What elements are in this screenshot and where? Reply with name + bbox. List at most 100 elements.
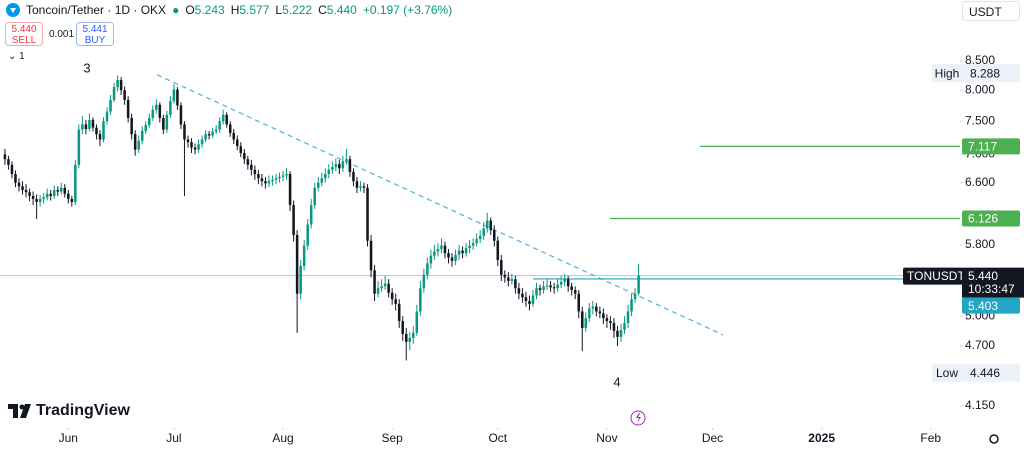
x-tick-label: Dec — [702, 431, 723, 445]
candle-body — [292, 205, 295, 235]
candle-body — [31, 195, 35, 199]
candle-body — [246, 159, 250, 165]
candle-body — [334, 164, 338, 167]
candle-body — [10, 164, 14, 175]
candle-body — [591, 306, 595, 309]
candle-body — [232, 132, 236, 140]
candle-body — [566, 279, 570, 287]
candle-body — [183, 124, 186, 140]
candle-body — [158, 104, 162, 118]
candle-body — [116, 80, 119, 88]
ohlc-value: 5.577 — [239, 3, 270, 17]
candle-body — [348, 159, 352, 172]
candle-body — [500, 259, 503, 275]
candle-body — [397, 303, 401, 322]
sell-price: 5.440 — [11, 24, 37, 35]
candle-body — [535, 288, 538, 296]
candle-body — [422, 274, 426, 289]
candle-body — [28, 192, 31, 196]
candle-body — [228, 124, 232, 133]
candle-body — [98, 134, 102, 140]
candle-body — [250, 164, 253, 170]
buy-label: BUY — [84, 35, 106, 46]
candle-body — [426, 263, 429, 275]
candle-body — [239, 146, 243, 154]
candle-body — [24, 190, 28, 193]
trendline — [156, 74, 724, 336]
high-title: High — [935, 66, 960, 80]
candle-body — [457, 250, 461, 255]
ohlc-item: H5.577 — [231, 3, 270, 17]
indicators-toggle[interactable]: ⌄ 1 — [8, 51, 25, 62]
candle-body — [288, 174, 292, 206]
sell-button[interactable]: 5.440 SELL — [5, 22, 43, 46]
candle-body — [105, 111, 109, 122]
candle-body — [355, 181, 359, 188]
ohlc-value: 5.243 — [194, 3, 225, 17]
buy-price: 5.441 — [82, 24, 108, 35]
candle-body — [91, 119, 95, 128]
x-tick-label: 2025 — [808, 431, 835, 445]
x-tick-label: Jun — [59, 431, 78, 445]
candle-body — [366, 187, 369, 241]
currency-select[interactable]: USDT — [962, 1, 1020, 21]
candle-body — [3, 154, 7, 160]
event-icon-bolt — [636, 413, 641, 423]
candle-body — [528, 301, 531, 304]
buy-button[interactable]: 5.441 BUY — [76, 22, 114, 46]
candle-body — [169, 101, 172, 115]
candle-body — [59, 187, 63, 192]
candle-body — [598, 311, 602, 314]
candle-body — [56, 190, 60, 192]
candle-body — [605, 318, 609, 322]
logo: TradingView — [8, 402, 130, 420]
candle-body — [447, 253, 450, 258]
candle-body — [626, 311, 630, 324]
candle-body — [176, 89, 179, 106]
candle-body — [221, 114, 225, 122]
candle-body — [70, 198, 74, 203]
ohlc-value: 5.222 — [282, 3, 313, 17]
status-dot: ● — [172, 3, 180, 17]
candle-body — [461, 250, 464, 254]
settings-icon[interactable] — [989, 434, 999, 444]
candle-body — [362, 186, 366, 188]
candle-body — [214, 129, 218, 132]
ohlc-key: O — [185, 3, 195, 17]
candle-body — [496, 240, 500, 260]
candle-body — [190, 142, 193, 148]
wave-label: 3 — [83, 60, 90, 75]
candle-body — [390, 292, 394, 300]
candle-body — [52, 190, 56, 196]
candle-body — [109, 99, 112, 112]
candle-body — [218, 121, 221, 130]
candle-body — [412, 332, 415, 338]
candle-body — [133, 134, 137, 150]
symbol-title[interactable]: Toncoin/Tether · 1D · OKX — [26, 3, 167, 17]
candle-body — [524, 297, 528, 302]
sell-label: SELL — [11, 35, 37, 46]
candle-body — [42, 197, 45, 199]
candle-body — [478, 235, 482, 240]
x-tick-label: Jul — [166, 431, 181, 445]
candle-body — [200, 139, 204, 145]
candle-body — [309, 205, 313, 225]
candle-body — [123, 90, 126, 100]
candle-body — [278, 176, 281, 179]
candle-body — [320, 178, 324, 183]
candle-body — [609, 321, 612, 324]
candle-body — [316, 182, 320, 188]
countdown: 10:33:47 — [968, 282, 1015, 296]
candle-body — [14, 174, 17, 183]
y-tick-label: 6.600 — [965, 175, 995, 189]
candle-body — [475, 239, 478, 244]
ohlc-item: O5.243 — [185, 3, 224, 17]
level-label: 7.117 — [968, 140, 997, 154]
candle-body — [264, 181, 267, 184]
candle-body — [637, 275, 640, 294]
candle-body — [517, 288, 521, 294]
candle-body — [102, 121, 105, 140]
candle-body — [84, 124, 88, 129]
